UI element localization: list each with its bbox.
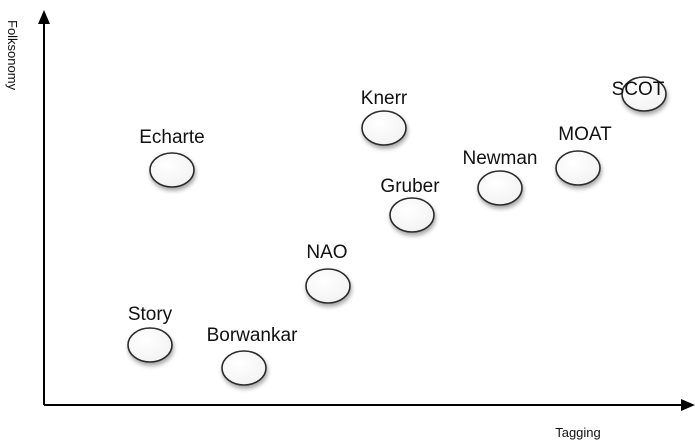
- node-label: Newman: [463, 148, 538, 169]
- node-label: Gruber: [380, 176, 440, 197]
- node: Story: [127, 304, 173, 363]
- y-axis-arrow: [38, 10, 50, 24]
- node-ellipse: [361, 110, 407, 146]
- x-axis-arrow: [681, 399, 695, 411]
- node-label: NAO: [306, 242, 347, 263]
- node-label: Story: [128, 304, 173, 325]
- x-axis-label: Tagging: [555, 425, 601, 440]
- nodes: SCOT Knerr MOAT Echarte Newman Gruber NAO Story…: [127, 76, 667, 386]
- node: NAO: [305, 242, 351, 304]
- node: MOAT: [555, 124, 612, 186]
- node-label: Knerr: [361, 88, 408, 109]
- axes: Folksonomy Tagging: [5, 10, 695, 440]
- node-ellipse: [221, 350, 267, 386]
- node: Gruber: [380, 176, 440, 233]
- node-ellipse: [477, 170, 523, 206]
- node-ellipse: [389, 197, 435, 233]
- node: Newman: [463, 148, 538, 206]
- node-label: SCOT: [612, 79, 665, 100]
- node: Knerr: [361, 88, 408, 146]
- node-ellipse: [305, 268, 351, 304]
- node-ellipse: [149, 152, 195, 188]
- node-ellipse: [127, 327, 173, 363]
- node-ellipse: [621, 76, 667, 112]
- node-label: Echarte: [139, 127, 204, 148]
- node-ellipse: [555, 150, 601, 186]
- node: Borwankar: [207, 325, 298, 386]
- node: SCOT: [612, 76, 667, 112]
- node: Echarte: [139, 127, 205, 188]
- node-label: Borwankar: [207, 325, 298, 346]
- y-axis-label: Folksonomy: [5, 20, 20, 91]
- node-label: MOAT: [558, 124, 612, 145]
